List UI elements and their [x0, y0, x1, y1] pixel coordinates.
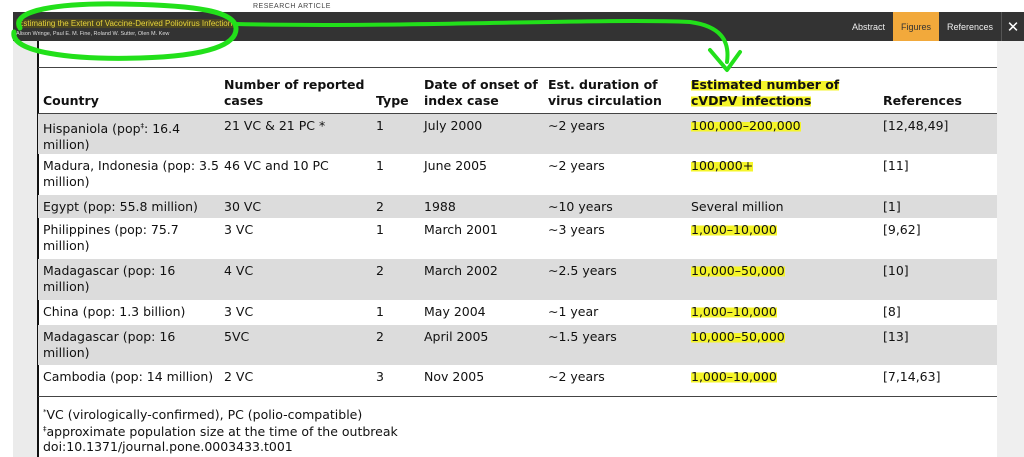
tab-abstract[interactable]: Abstract [851, 21, 885, 32]
cell-cases: 4 VC [219, 259, 371, 300]
cell-date: June 2005 [424, 158, 488, 173]
cell-cases: 2 VC [224, 369, 254, 384]
table-bottom-rule [38, 396, 997, 397]
left-gutter [13, 41, 37, 457]
cell-type: 1 [376, 158, 384, 173]
cell-references: [1] [878, 195, 997, 218]
cell-estimate: 100,000+ [691, 158, 754, 173]
article-nav: Abstract Figures References ✕ [844, 12, 1024, 41]
cell-cases: 3 VC [224, 304, 254, 319]
cell-date: March 2002 [419, 259, 543, 300]
cell-references: [12,48,49] [878, 113, 997, 154]
cell-country: Madura, Indonesia (pop: 3.5 million) [43, 158, 219, 189]
table-row: Madura, Indonesia (pop: 3.5 million) 46 … [38, 154, 997, 195]
table-header-row: Country Number of reported cases Type Da… [38, 68, 997, 114]
cell-references: [9,62] [883, 222, 921, 237]
cell-country: Egypt (pop: 55.8 million) [38, 195, 219, 218]
table-row: Hispaniola (pop‡: 16.4 million) 21 VC & … [38, 113, 997, 154]
cell-type: 1 [376, 304, 384, 319]
cell-estimate: Several million [686, 195, 878, 218]
cell-references: [10] [878, 259, 997, 300]
data-table: Country Number of reported cases Type Da… [38, 68, 997, 392]
cell-references: [13] [878, 325, 997, 365]
table-row: Madagascar (pop: 16 million) 5VC 2 April… [38, 325, 997, 365]
table-top-rule [38, 67, 997, 68]
cell-date: March 2001 [424, 222, 498, 237]
footnote-2: ‡approximate population size at the time… [43, 424, 398, 440]
cell-references: [7,14,63] [883, 369, 941, 384]
footnote-1: *VC (virologically-confirmed), PC (polio… [43, 407, 363, 423]
cell-date: April 2005 [419, 325, 543, 365]
cell-country: China (pop: 1.3 billion) [43, 304, 186, 319]
cell-duration: ∼10 years [543, 195, 686, 218]
cell-date: Nov 2005 [424, 369, 485, 384]
doi: doi:10.1371/journal.pone.0003433.t001 [43, 439, 293, 454]
cell-country: Cambodia (pop: 14 million) [43, 369, 214, 384]
cell-type: 2 [371, 325, 419, 365]
cell-cases: 30 VC [219, 195, 371, 218]
col-type: Type [371, 68, 419, 114]
col-date: Date of onset of index case [419, 68, 543, 114]
page-border [37, 41, 39, 457]
cell-estimate: 1,000–10,000 [691, 369, 777, 384]
cell-cases: 21 VC & 21 PC * [219, 113, 371, 154]
cell-country: Madagascar (pop: 16 million) [38, 325, 219, 365]
article-authors: Alison Wringe, Paul E. M. Fine, Roland W… [16, 31, 170, 37]
cell-references: [11] [883, 158, 909, 173]
tab-figures[interactable]: Figures [892, 12, 939, 41]
close-icon[interactable]: ✕ [1001, 12, 1024, 41]
cell-cases: 5VC [219, 325, 371, 365]
cell-country: Hispaniola (pop‡: 16.4 million) [38, 113, 219, 154]
cell-country: Philippines (pop: 75.7 million) [43, 222, 179, 253]
cell-duration: ∼3 years [548, 222, 605, 237]
cell-estimate: 10,000–50,000 [686, 325, 878, 365]
cell-type: 2 [371, 259, 419, 300]
cell-date: July 2000 [419, 113, 543, 154]
cell-duration: ∼2.5 years [543, 259, 686, 300]
col-duration: Est. duration of virus circulation [543, 68, 686, 114]
cell-duration: ∼2 years [543, 113, 686, 154]
cell-type: 1 [371, 113, 419, 154]
section-label: RESEARCH ARTICLE [253, 2, 331, 11]
cell-duration: ∼2 years [548, 158, 605, 173]
table-row: Egypt (pop: 55.8 million) 30 VC 2 1988 ∼… [38, 195, 997, 218]
cell-duration: ∼1.5 years [543, 325, 686, 365]
cell-country: Madagascar (pop: 16 million) [38, 259, 219, 300]
cell-type: 1 [376, 222, 384, 237]
table-row: Madagascar (pop: 16 million) 4 VC 2 Marc… [38, 259, 997, 300]
col-cases: Number of reported cases [219, 68, 371, 114]
table-row: Cambodia (pop: 14 million) 2 VC 3 Nov 20… [38, 365, 997, 392]
table-row: China (pop: 1.3 billion) 3 VC 1 May 2004… [38, 300, 997, 325]
cell-estimate: 1,000–10,000 [691, 222, 777, 237]
cell-duration: ∼1 year [548, 304, 599, 319]
cell-estimate: 10,000–50,000 [686, 259, 878, 300]
cell-type: 3 [376, 369, 384, 384]
cell-cases: 46 VC and 10 PC [224, 158, 329, 173]
cell-cases: 3 VC [224, 222, 254, 237]
right-panel [997, 41, 1024, 457]
article-title: Estimating the Extent of Vaccine-Derived… [16, 19, 235, 28]
tab-references[interactable]: References [946, 21, 993, 32]
cell-estimate: 1,000–10,000 [691, 304, 777, 319]
cell-date: May 2004 [424, 304, 486, 319]
col-country: Country [38, 68, 219, 114]
cell-references: [8] [883, 304, 901, 319]
col-estimate: Estimated number of cVDPV infections [686, 68, 878, 114]
table-row: Philippines (pop: 75.7 million) 3 VC 1 M… [38, 218, 997, 259]
cell-estimate: 100,000–200,000 [686, 113, 878, 154]
cell-duration: ∼2 years [548, 369, 605, 384]
cell-date: 1988 [419, 195, 543, 218]
cell-type: 2 [371, 195, 419, 218]
col-references: References [878, 68, 997, 114]
